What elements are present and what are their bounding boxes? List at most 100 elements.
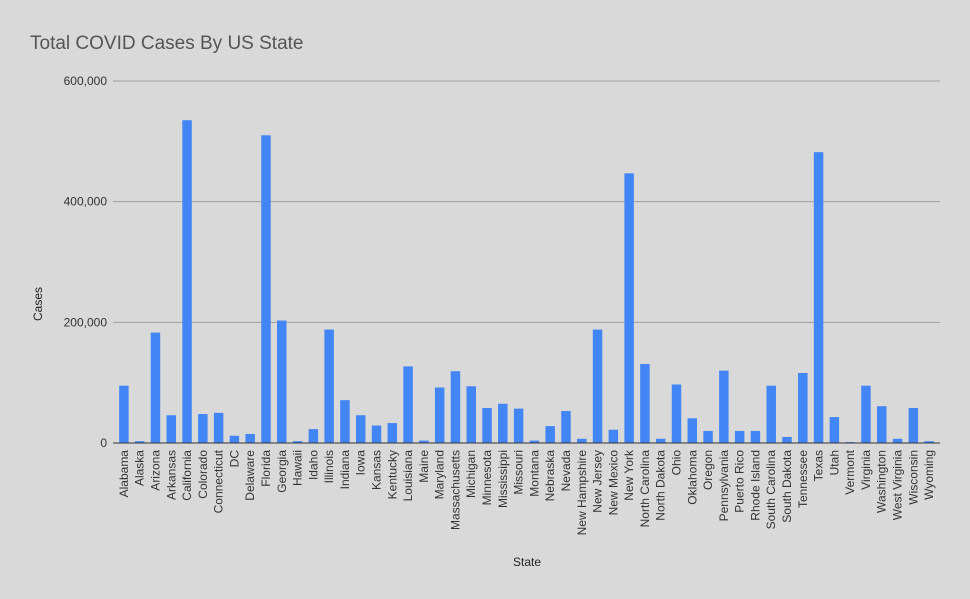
- y-axis-ticks: 0 200,000 400,000 600,000: [64, 74, 108, 450]
- x-tick-label: Iowa: [354, 450, 368, 476]
- x-tick-label: Arizona: [148, 450, 162, 491]
- x-tick-label: Oklahoma: [685, 450, 699, 505]
- x-tick-label: Wisconsin: [906, 450, 920, 505]
- bar-alaska: [134, 441, 145, 443]
- y-tick-label: 600,000: [64, 74, 108, 88]
- x-tick-label: New Mexico: [606, 450, 620, 516]
- bar-dc: [229, 435, 240, 443]
- x-tick-label: Kansas: [370, 450, 384, 490]
- bar-virginia: [861, 385, 871, 443]
- bar-rhode-island: [750, 430, 761, 443]
- bar-montana: [529, 440, 540, 443]
- x-tick-label: North Dakota: [654, 450, 668, 521]
- x-tick-label: New Hampshire: [575, 450, 589, 536]
- x-tick-label: Missouri: [512, 450, 526, 495]
- bar-washington: [877, 406, 887, 443]
- y-axis-label: Cases: [31, 287, 45, 321]
- bar-oklahoma: [687, 418, 698, 443]
- bar-arizona: [150, 332, 161, 443]
- x-tick-label: New York: [622, 449, 636, 501]
- y-tick-label: 200,000: [64, 315, 108, 329]
- x-tick-label: Kentucky: [385, 450, 399, 499]
- bar-new-york: [624, 173, 634, 443]
- x-tick-label: Utah: [827, 450, 841, 475]
- bar-maryland: [434, 387, 445, 443]
- bar-georgia: [277, 320, 287, 443]
- x-tick-label: Connecticut: [212, 449, 226, 513]
- x-tick-label: West Virginia: [891, 450, 905, 521]
- x-axis-ticks: Alabama Alaska Arizona Arkansas California Co…: [117, 449, 936, 535]
- bar-michigan: [466, 386, 476, 443]
- bar-maine: [419, 440, 429, 443]
- x-tick-label: Tennessee: [796, 450, 810, 508]
- bar-hawaii: [292, 441, 303, 443]
- bar-iowa: [355, 415, 366, 443]
- x-tick-label: North Carolina: [638, 450, 652, 528]
- bar-oregon: [703, 430, 713, 443]
- x-tick-label: Pennsylvania: [717, 450, 731, 522]
- bar-massachusetts: [450, 371, 461, 443]
- x-tick-label: Washington: [875, 450, 889, 513]
- bar-kentucky: [387, 423, 398, 443]
- bar-south-carolina: [766, 385, 776, 443]
- bar-pennsylvania: [719, 370, 729, 443]
- x-tick-label: Idaho: [306, 450, 320, 480]
- x-tick-label: Arkansas: [164, 450, 178, 500]
- bar-louisiana: [403, 366, 413, 443]
- bar-tennessee: [798, 373, 808, 443]
- x-tick-label: DC: [227, 450, 241, 468]
- x-tick-label: Mississippi: [496, 450, 510, 508]
- bar-ohio: [671, 384, 682, 443]
- bar-north-dakota: [655, 438, 666, 443]
- bar-florida: [261, 135, 271, 444]
- bar-new-jersey: [592, 329, 603, 443]
- bar-nebraska: [545, 426, 555, 443]
- bar-north-carolina: [640, 363, 650, 443]
- gridlines: [113, 80, 940, 323]
- bar-wisconsin: [908, 408, 919, 443]
- bar-texas: [813, 152, 824, 443]
- x-tick-label: Wyoming: [922, 450, 936, 500]
- bar-idaho: [308, 429, 319, 443]
- bar-missouri: [513, 408, 524, 443]
- bar-minnesota: [482, 408, 492, 443]
- x-tick-label: Maryland: [433, 450, 447, 499]
- x-tick-label: Nebraska: [543, 450, 557, 502]
- x-tick-label: Rhode Island: [748, 450, 762, 521]
- x-tick-label: Maine: [417, 450, 431, 483]
- y-tick-label: 0: [100, 436, 107, 450]
- bar-new-mexico: [608, 429, 619, 443]
- bar-mississippi: [498, 403, 508, 443]
- bar-connecticut: [213, 412, 224, 443]
- bar-california: [182, 120, 192, 443]
- x-tick-label: Michigan: [464, 450, 478, 498]
- x-tick-label: Montana: [527, 450, 541, 497]
- x-tick-label: Georgia: [275, 450, 289, 493]
- x-tick-label: Puerto Rico: [733, 450, 747, 513]
- bar-wyoming: [924, 441, 934, 443]
- x-tick-label: Florida: [259, 450, 273, 487]
- x-tick-label: Oregon: [701, 450, 715, 490]
- x-tick-label: Ohio: [669, 450, 683, 476]
- bar-delaware: [245, 433, 255, 443]
- x-tick-label: New Jersey: [591, 450, 605, 513]
- x-tick-label: South Carolina: [764, 450, 778, 530]
- bar-arkansas: [166, 415, 176, 443]
- bar-south-dakota: [782, 436, 792, 443]
- x-axis-label: State: [513, 555, 541, 569]
- x-tick-label: Alaska: [133, 450, 147, 486]
- x-tick-label: Nevada: [559, 450, 573, 492]
- x-tick-label: California: [180, 450, 194, 501]
- x-tick-label: Alabama: [117, 450, 131, 498]
- x-tick-label: Virginia: [859, 450, 873, 490]
- x-tick-label: Illinois: [322, 450, 336, 483]
- x-tick-label: Colorado: [196, 450, 210, 499]
- x-tick-label: Delaware: [243, 450, 257, 501]
- x-tick-label: Minnesota: [480, 450, 494, 506]
- bars: [119, 120, 934, 444]
- bar-kansas: [371, 425, 382, 443]
- bar-illinois: [324, 329, 334, 443]
- bar-utah: [829, 417, 840, 443]
